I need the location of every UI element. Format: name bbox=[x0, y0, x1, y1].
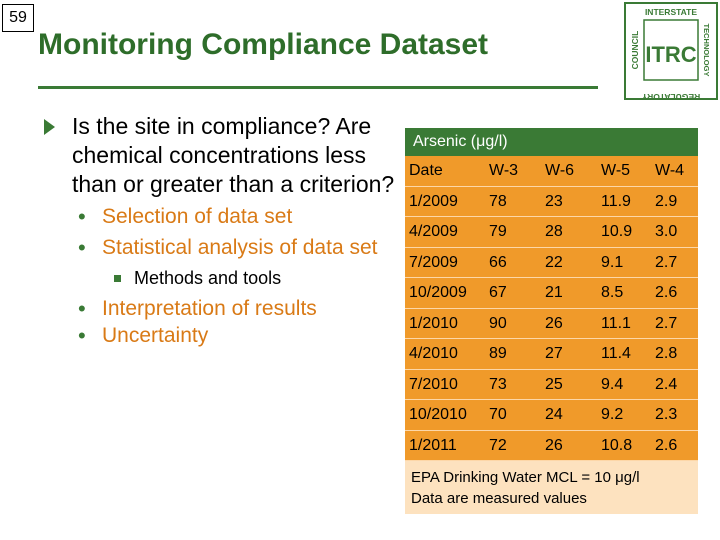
triangle-bullet-icon bbox=[44, 119, 55, 135]
table-cell: 2.6 bbox=[655, 284, 678, 301]
dot-bullet-icon: • bbox=[78, 204, 86, 229]
page-title: Monitoring Compliance Dataset bbox=[38, 28, 489, 61]
table-row: 10/2010 70 24 9.2 2.3 bbox=[405, 400, 698, 431]
table-cell: 8.5 bbox=[601, 284, 624, 301]
arsenic-table: Arsenic (μg/l) Date W-3 W-6 W-5 W-4 1/20… bbox=[405, 128, 698, 514]
table-cell: 27 bbox=[545, 345, 563, 362]
dot-bullet-icon: • bbox=[78, 235, 86, 260]
square-bullet-icon bbox=[114, 275, 121, 282]
table-body: Date W-3 W-6 W-5 W-4 1/2009 78 23 11.9 2.9 4/… bbox=[405, 156, 698, 461]
column-header: W-4 bbox=[655, 162, 685, 179]
bullet-sub-3-text: Interpretation of results bbox=[102, 297, 317, 320]
table-cell: 23 bbox=[545, 192, 563, 210]
table-cell: 2.4 bbox=[655, 375, 678, 393]
table-cell: 7/2010 bbox=[409, 375, 458, 393]
logo-right-text: TECHNOLOGY bbox=[702, 24, 711, 77]
table-cell: 2.6 bbox=[655, 436, 678, 454]
bullet-sub-2: • Statistical analysis of data set bbox=[40, 234, 400, 261]
table-cell: 2.3 bbox=[655, 406, 678, 423]
table-row: 10/2009 67 21 8.5 2.6 bbox=[405, 278, 698, 309]
footnote-measured: Data are measured values bbox=[411, 490, 587, 507]
table-cell: 10.8 bbox=[601, 436, 633, 454]
table-cell: 25 bbox=[545, 375, 563, 393]
table-cell: 2.9 bbox=[655, 192, 678, 210]
logo-left-text: COUNCIL bbox=[630, 31, 640, 70]
table-cell: 22 bbox=[545, 253, 563, 271]
bullet-sub-4-text: Uncertainty bbox=[102, 324, 209, 347]
table-cell: 11.1 bbox=[601, 314, 631, 332]
table-row: 4/2009 79 28 10.9 3.0 bbox=[405, 217, 698, 248]
table-cell: 24 bbox=[545, 406, 563, 423]
table-cell: 2.7 bbox=[655, 253, 678, 271]
bullet-sub-1: • Selection of data set bbox=[40, 203, 400, 230]
table-cell: 7/2009 bbox=[409, 253, 458, 271]
table-cell: 21 bbox=[545, 284, 563, 301]
logo-center-text: ITRC bbox=[645, 42, 696, 67]
table-cell: 72 bbox=[489, 436, 507, 454]
table-cell: 78 bbox=[489, 192, 507, 210]
table-cell: 1/2011 bbox=[409, 436, 457, 454]
column-header: W-3 bbox=[489, 162, 519, 179]
table-cell: 79 bbox=[489, 223, 507, 240]
table-cell: 10/2009 bbox=[409, 284, 467, 301]
table-cell: 70 bbox=[489, 406, 507, 423]
table-header-row: Date W-3 W-6 W-5 W-4 bbox=[405, 156, 698, 187]
bullet-list: Is the site in compliance? Are chemical … bbox=[40, 112, 400, 349]
table-row: 7/2009 66 22 9.1 2.7 bbox=[405, 248, 698, 278]
table-cell: 89 bbox=[489, 345, 507, 362]
table-cell: 2.7 bbox=[655, 314, 678, 332]
table-cell: 2.8 bbox=[655, 345, 678, 362]
table-cell: 73 bbox=[489, 375, 507, 393]
table-cell: 66 bbox=[489, 253, 507, 271]
table-cell: 11.4 bbox=[601, 345, 631, 362]
table-cell: 28 bbox=[545, 223, 563, 240]
title-divider bbox=[38, 86, 598, 89]
table-row: 4/2010 89 27 11.4 2.8 bbox=[405, 339, 698, 370]
table-row: 1/2010 90 26 11.1 2.7 bbox=[405, 309, 698, 339]
slide-number: 59 bbox=[2, 4, 34, 32]
table-cell: 10.9 bbox=[601, 223, 633, 240]
bullet-sub-4: • Uncertainty bbox=[40, 322, 400, 349]
bullet-sub-1-text: Selection of data set bbox=[102, 205, 293, 228]
table-cell: 3.0 bbox=[655, 223, 678, 240]
table-cell: 4/2009 bbox=[409, 223, 458, 240]
column-header: Date bbox=[409, 162, 443, 179]
logo-bottom-text: REGULATORY bbox=[641, 92, 700, 100]
logo-top-text: INTERSTATE bbox=[645, 7, 697, 17]
itrc-logo: INTERSTATE REGULATORY COUNCIL TECHNOLOGY… bbox=[624, 2, 718, 100]
table-cell: 9.2 bbox=[601, 406, 624, 423]
table-cell: 11.9 bbox=[601, 192, 631, 210]
table-cell: 26 bbox=[545, 436, 563, 454]
table-cell: 9.4 bbox=[601, 375, 624, 393]
bullet-sub-2-text: Statistical analysis of data set bbox=[102, 236, 378, 259]
bullet-sub-2-child: Methods and tools bbox=[40, 265, 400, 291]
column-header: W-6 bbox=[545, 162, 575, 179]
table-cell: 67 bbox=[489, 284, 507, 301]
table-row: 1/2011 72 26 10.8 2.6 bbox=[405, 431, 698, 461]
table-footnote: EPA Drinking Water MCL = 10 μg/l Data ar… bbox=[405, 461, 698, 514]
bullet-sub-3: • Interpretation of results bbox=[40, 295, 400, 322]
table-cell: 9.1 bbox=[601, 253, 624, 271]
footnote-mcl: EPA Drinking Water MCL = 10 μg/l bbox=[411, 469, 640, 486]
bullet-main-text: Is the site in compliance? Are chemical … bbox=[72, 113, 395, 197]
column-header: W-5 bbox=[601, 162, 631, 179]
dot-bullet-icon: • bbox=[78, 323, 86, 348]
table-row: 1/2009 78 23 11.9 2.9 bbox=[405, 187, 698, 217]
table-cell: 26 bbox=[545, 314, 563, 332]
table-cell: 1/2009 bbox=[409, 192, 458, 210]
table-cell: 10/2010 bbox=[409, 406, 467, 423]
table-row: 7/2010 73 25 9.4 2.4 bbox=[405, 370, 698, 400]
table-cell: 90 bbox=[489, 314, 507, 332]
bullet-main: Is the site in compliance? Are chemical … bbox=[40, 112, 400, 199]
table-cell: 1/2010 bbox=[409, 314, 458, 332]
bullet-sub-2-child-text: Methods and tools bbox=[134, 268, 282, 288]
dot-bullet-icon: • bbox=[78, 296, 86, 321]
table-cell: 4/2010 bbox=[409, 345, 458, 362]
table-title: Arsenic (μg/l) bbox=[405, 128, 698, 156]
